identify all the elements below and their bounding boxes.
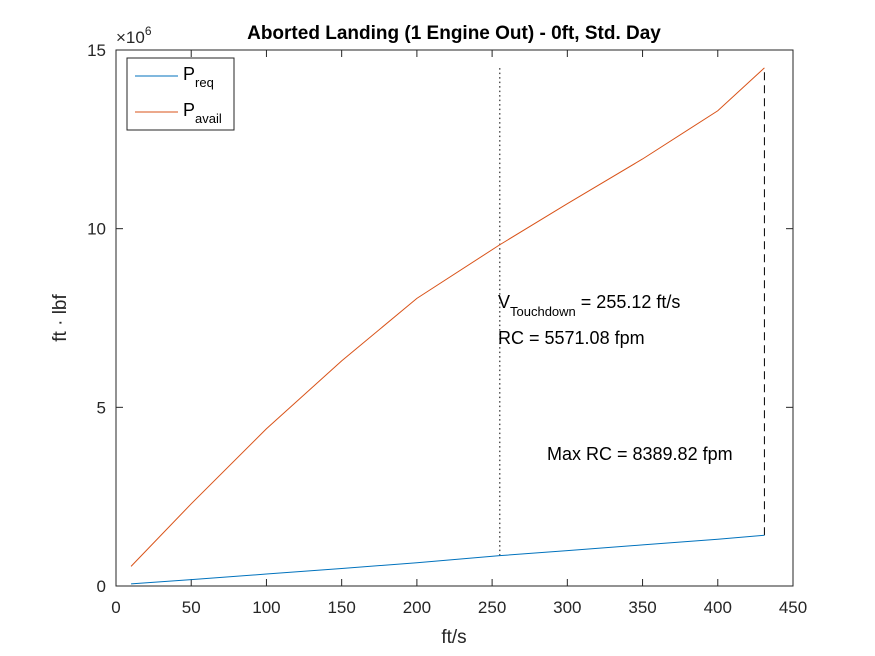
x-tick-label: 400 [704, 598, 732, 617]
x-tick-label: 0 [111, 598, 120, 617]
y-tick-label: 5 [97, 398, 106, 417]
axis-ticks [115, 49, 794, 587]
y-exponent-power: 6 [145, 24, 152, 38]
chart-title: Aborted Landing (1 Engine Out) - 0ft, St… [247, 23, 661, 44]
x-tick-label: 100 [252, 598, 280, 617]
series-line-p-req [131, 534, 765, 585]
x-tick-label: 350 [628, 598, 656, 617]
series-lines [130, 67, 765, 585]
plot-area [115, 49, 794, 587]
y-axis-label: ft · lbf [50, 294, 71, 342]
legend: Preq Pavail [126, 57, 235, 131]
touchdown-v-main: V [498, 292, 510, 312]
touchdown-v-sub: Touchdown [510, 304, 576, 319]
legend-entry-preq: Preq [183, 64, 214, 90]
legend-preq-main: P [183, 64, 195, 84]
y-exponent-base: ×10 [116, 28, 145, 47]
y-tick-label: 0 [97, 577, 106, 596]
touchdown-rc-annotation: RC = 5571.08 fpm [498, 328, 645, 348]
y-tick-label: 10 [87, 220, 106, 239]
x-tick-label: 150 [327, 598, 355, 617]
max-rc-annotation: Max RC = 8389.82 fpm [547, 444, 733, 464]
legend-entry-pavail: Pavail [183, 100, 222, 126]
reference-lines [499, 67, 765, 556]
legend-pavail-sub: avail [195, 111, 222, 126]
y-tick-label: 15 [87, 41, 106, 60]
x-axis-label: ft/s [441, 627, 466, 648]
x-tick-label: 300 [553, 598, 581, 617]
series-line-p-avail [130, 67, 765, 567]
legend-box [126, 57, 235, 131]
legend-preq-sub: req [195, 75, 214, 90]
legend-pavail-main: P [183, 100, 195, 120]
x-tick-label: 450 [779, 598, 807, 617]
x-tick-label: 50 [182, 598, 201, 617]
x-tick-label: 250 [478, 598, 506, 617]
x-tick-label: 200 [403, 598, 431, 617]
tick-labels: 0 50 100 150 200 250 300 350 400 450 0 5 10 15 [87, 41, 807, 617]
touchdown-v-value: = 255.12 ft/s [576, 292, 681, 312]
touchdown-speed-annotation: VTouchdown = 255.12 ft/s [498, 292, 680, 319]
y-exponent-label: ×106 [116, 24, 152, 47]
